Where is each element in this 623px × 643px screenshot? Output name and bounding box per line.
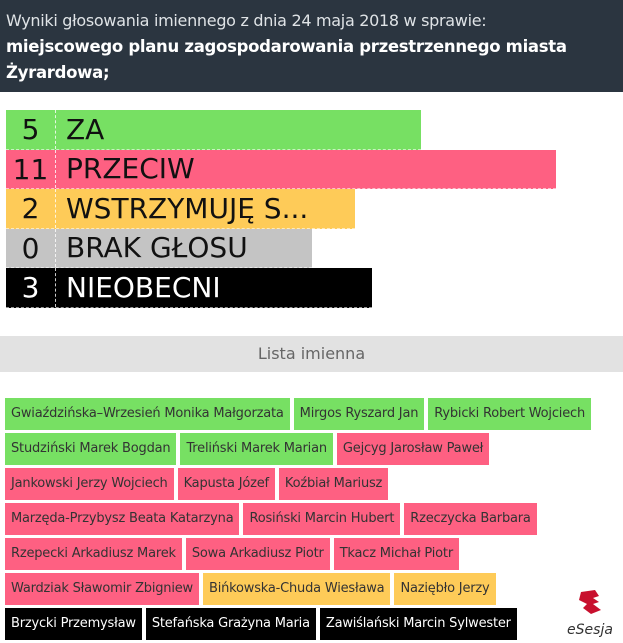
list-title: Lista imienna [0, 336, 623, 372]
name-tag: Brzycki Przemysław [5, 608, 142, 640]
names-row: Jankowski Jerzy Wojciech Kapusta Józef Koź… [5, 468, 595, 503]
result-count: 5 [6, 110, 56, 149]
result-count: 0 [6, 228, 56, 267]
names-row: Wardziak Sławomir Zbigniew Bińkowska-Chud… [5, 573, 595, 608]
result-count: 3 [6, 268, 56, 307]
name-tag: Sowa Arkadiusz Piotr [185, 538, 330, 570]
name-tag: Treliński Marek Marian [180, 433, 333, 465]
result-bar-2: 2 WSTRZYMUJĘ S... [6, 189, 355, 229]
names-row: Brzycki Przemysław Stefańska Grażyna Mari… [5, 608, 595, 643]
names-row: Marzęda-Przybysz Beata Katarzyna Rosiński… [5, 503, 595, 538]
vote-subject-line2: Żyrardowa; [6, 63, 110, 82]
name-tag: Jankowski Jerzy Wojciech [5, 468, 174, 500]
name-tag: Zawiślański Marcin Sylwester [319, 608, 517, 640]
name-tag: Tkacz Michał Piotr [333, 538, 459, 570]
result-label: ZA [66, 112, 105, 146]
name-tag: Rosiński Marcin Hubert [243, 503, 401, 535]
results-bars: 5 ZA 11 PRZECIW 2 WSTRZYMUJĘ S... 0 BRAK GŁOSU 3… [6, 110, 556, 308]
vote-header: Wyniki głosowania imiennego z dnia 24 ma… [0, 0, 623, 92]
result-label: PRZECIW [66, 152, 195, 186]
vote-subject-line1: miejscowego planu zagospodarowania przes… [6, 37, 567, 56]
name-tag: Rzepecki Arkadiusz Marek [5, 538, 182, 570]
name-tag: Koźbiał Mariusz [278, 468, 389, 500]
name-tag: Rzeczycka Barbara [404, 503, 537, 535]
names-row: Studziński Marek Bogdan Treliński Marek M… [5, 433, 595, 468]
name-tag: Gwiaździńska–Wrzesień Monika Małgorzata [5, 398, 290, 430]
name-tag: Kapusta Józef [177, 468, 275, 500]
names-row: Gwiaździńska–Wrzesień Monika Małgorzata M… [5, 398, 595, 433]
name-tag: Studziński Marek Bogdan [5, 433, 177, 465]
result-label: NIEOBECNI [66, 270, 221, 304]
svg-text:eSesja: eSesja [567, 622, 613, 638]
result-bar-0: 5 ZA [6, 110, 421, 150]
result-bar-3: 0 BRAK GŁOSU [6, 228, 312, 268]
result-count: 2 [6, 189, 56, 228]
result-bar-4: 3 NIEOBECNI [6, 268, 372, 308]
names-list: Gwiaździńska–Wrzesień Monika Małgorzata M… [5, 398, 595, 643]
result-bar-1: 11 PRZECIW [6, 149, 556, 189]
name-tag: Mirgos Ryszard Jan [293, 398, 425, 430]
esesja-logo: eSesja [567, 590, 613, 638]
name-tag: Wardziak Sławomir Zbigniew [5, 573, 199, 605]
name-tag: Bińkowska-Chuda Wiesława [202, 573, 391, 605]
result-label: WSTRZYMUJĘ S... [66, 191, 309, 225]
name-tag: Gejcyg Jarosław Paweł [336, 433, 490, 465]
name-tag: Rybicki Robert Wojciech [428, 398, 591, 430]
name-tag: Stefańska Grażyna Maria [145, 608, 316, 640]
vote-date-line: Wyniki głosowania imiennego z dnia 24 ma… [6, 11, 487, 30]
name-tag: Marzęda-Przybysz Beata Katarzyna [5, 503, 240, 535]
result-count: 11 [6, 149, 56, 188]
name-tag: Naziębło Jerzy [394, 573, 496, 605]
result-label: BRAK GŁOSU [66, 231, 248, 265]
names-row: Rzepecki Arkadiusz Marek Sowa Arkadiusz P… [5, 538, 595, 573]
